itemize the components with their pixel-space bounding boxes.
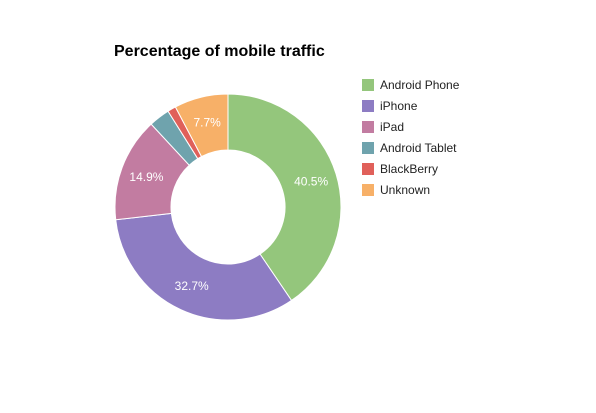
slice-iphone (115, 212, 293, 321)
slice-unknown (174, 93, 229, 158)
legend-swatch-android-phone (362, 79, 374, 91)
legend: Android Phone iPhone iPad Android Tablet Bla… (362, 78, 460, 197)
data-label-unknown: 7.7% (193, 116, 221, 130)
legend-label-unknown: Unknown (380, 183, 430, 197)
legend-swatch-android-tablet (362, 142, 374, 154)
slices-group (114, 93, 342, 321)
data-label-android-phone: 40.5% (294, 174, 328, 188)
legend-label-iphone: iPhone (380, 99, 418, 113)
legend-swatch-iphone (362, 100, 374, 112)
chart-title: Percentage of mobile traffic (114, 43, 325, 60)
legend-swatch-unknown (362, 184, 374, 196)
legend-swatch-ipad (362, 121, 374, 133)
data-label-ipad: 14.9% (129, 170, 163, 184)
legend-label-blackberry: BlackBerry (380, 162, 438, 176)
legend-label-ipad: iPad (380, 120, 404, 134)
data-label-iphone: 32.7% (175, 279, 209, 293)
slice-android-phone (227, 93, 342, 302)
legend-label-android-phone: Android Phone (380, 78, 460, 92)
legend-swatch-blackberry (362, 163, 374, 175)
data-labels-group: 40.5% 32.7% 14.9% 7.7% (129, 116, 328, 294)
legend-label-android-tablet: Android Tablet (380, 141, 457, 155)
